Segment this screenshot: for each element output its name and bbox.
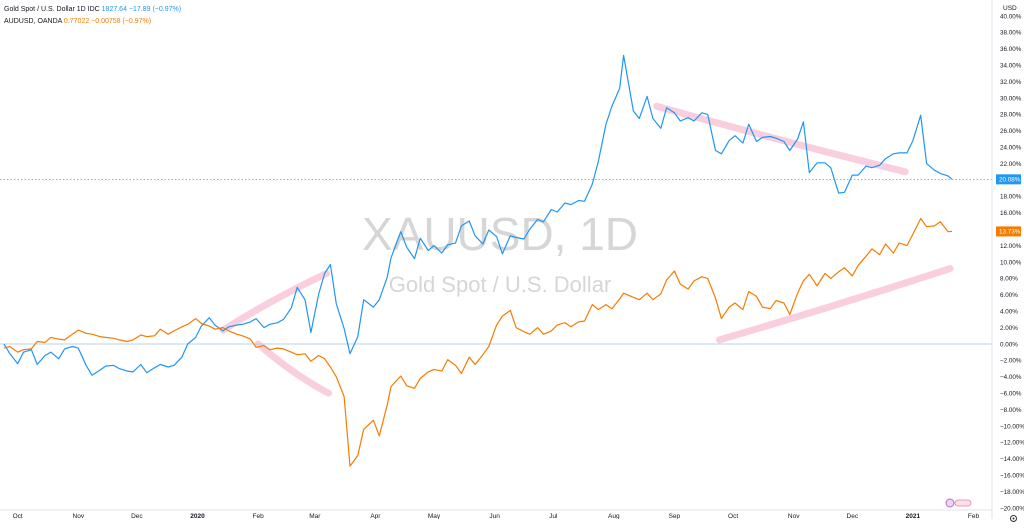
watermark: XAUUSD, 1D Gold Spot / U.S. Dollar bbox=[362, 208, 638, 297]
y-tick-label: 2.00% bbox=[1000, 325, 1018, 332]
y-tick-label: 36.00% bbox=[1000, 46, 1022, 53]
last-value-text-gold: 20.08% bbox=[999, 177, 1021, 184]
y-tick-label: 22.00% bbox=[1000, 161, 1022, 168]
legend-aud-value: 0.77022 −0.00758 (−0.97%) bbox=[63, 18, 152, 25]
x-tick-label: May bbox=[428, 513, 441, 519]
x-tick-label: Dec bbox=[847, 513, 859, 519]
y-tick-label: 8.00% bbox=[1000, 276, 1018, 283]
y-tick-label: 24.00% bbox=[1000, 145, 1022, 152]
x-tick-label: Sep bbox=[669, 513, 681, 519]
y-tick-label: 6.00% bbox=[1000, 292, 1018, 299]
series-lines[interactable] bbox=[3, 54, 953, 467]
x-tick-label: Nov bbox=[73, 513, 85, 519]
y-tick-label: 4.00% bbox=[1000, 309, 1018, 316]
last-value-badge-gold bbox=[996, 174, 1021, 185]
y-tick-label: 32.00% bbox=[1000, 79, 1022, 86]
y-tick-label: 16.00% bbox=[1000, 210, 1022, 217]
watermark-name: Gold Spot / U.S. Dollar bbox=[389, 272, 612, 297]
watermark-ticker: XAUUSD, 1D bbox=[362, 208, 638, 260]
y-tick-label: 12.00% bbox=[1000, 243, 1022, 250]
y-tick-label: 26.00% bbox=[1000, 128, 1022, 135]
series-line-gold[interactable] bbox=[3, 54, 953, 376]
last-value-labels: 20.08% 13.73% bbox=[996, 174, 1021, 237]
legend-gold-value: 1827.64 −17.89 (−0.97%) bbox=[101, 6, 182, 13]
zero-line bbox=[0, 179, 992, 345]
y-tick-label: −16.00% bbox=[1000, 473, 1024, 480]
x-tick-label: Jun bbox=[489, 513, 500, 519]
legend-row-gold[interactable]: Gold Spot / U.S. Dollar 1D IDC 1827.64 −… bbox=[4, 4, 181, 16]
y-tick-label: 18.00% bbox=[1000, 194, 1022, 201]
x-tick-label: Nov bbox=[788, 513, 800, 519]
highlight-stroke bbox=[715, 265, 954, 344]
legend-row-aud[interactable]: AUDUSD, OANDA 0.77022 −0.00758 (−0.97%) bbox=[4, 16, 181, 28]
y-tick-label: −2.00% bbox=[1000, 358, 1022, 365]
highlight-stroke bbox=[653, 102, 909, 176]
y-tick-label: −18.00% bbox=[1000, 489, 1024, 496]
x-tick-label: Feb bbox=[968, 513, 980, 519]
time-axis[interactable]: Oct Nov Dec 2020 Feb Mar Apr May Jun Jul Aug Sep Oct… bbox=[0, 509, 992, 520]
x-tick-label: 2021 bbox=[906, 513, 921, 519]
y-tick-label: 0.00% bbox=[1000, 341, 1018, 348]
y-tick-label: 28.00% bbox=[1000, 112, 1022, 119]
axis-currency-label: USD bbox=[1003, 5, 1017, 12]
y-tick-label: 34.00% bbox=[1000, 63, 1022, 70]
x-tick-label: 2020 bbox=[190, 513, 205, 519]
x-tick-label: Feb bbox=[252, 513, 264, 519]
y-tick-label: −12.00% bbox=[1000, 440, 1024, 447]
last-value-badge-aud bbox=[996, 226, 1021, 237]
y-tick-label: −20.00% bbox=[1000, 505, 1024, 512]
y-tick-label: −4.00% bbox=[1000, 374, 1022, 381]
x-tick-label: Apr bbox=[370, 513, 381, 519]
highlight-strokes bbox=[219, 102, 954, 397]
last-value-text-aud: 13.73% bbox=[999, 229, 1021, 236]
x-tick-label: Dec bbox=[131, 513, 143, 519]
y-tick-label: 40.00% bbox=[1000, 13, 1022, 20]
settings-gear-icon[interactable] bbox=[1009, 510, 1018, 522]
x-tick-label: Oct bbox=[13, 513, 23, 519]
legend-aud-symbol: AUDUSD, OANDA bbox=[4, 18, 62, 25]
y-tick-label: −14.00% bbox=[1000, 456, 1024, 463]
legend-gold-symbol: Gold Spot / U.S. Dollar 1D IDC bbox=[4, 6, 100, 13]
y-tick-label: 10.00% bbox=[1000, 259, 1022, 266]
legend: Gold Spot / U.S. Dollar 1D IDC 1827.64 −… bbox=[4, 4, 181, 28]
x-tick-label: Aug bbox=[608, 513, 620, 519]
highlight-stroke bbox=[219, 270, 330, 334]
series-line-audusd[interactable] bbox=[3, 217, 953, 467]
x-tick-label: Jul bbox=[549, 513, 558, 519]
y-tick-label: −8.00% bbox=[1000, 407, 1022, 414]
x-tick-label: Oct bbox=[728, 513, 738, 519]
x-tick-label: Mar bbox=[309, 513, 321, 519]
y-tick-label: −10.00% bbox=[1000, 423, 1024, 430]
highlight-stroke bbox=[254, 340, 332, 397]
tradingview-logo-icon[interactable] bbox=[945, 495, 973, 508]
y-tick-label: −6.00% bbox=[1000, 391, 1022, 398]
y-tick-label: 38.00% bbox=[1000, 30, 1022, 37]
y-tick-label: 30.00% bbox=[1000, 95, 1022, 102]
